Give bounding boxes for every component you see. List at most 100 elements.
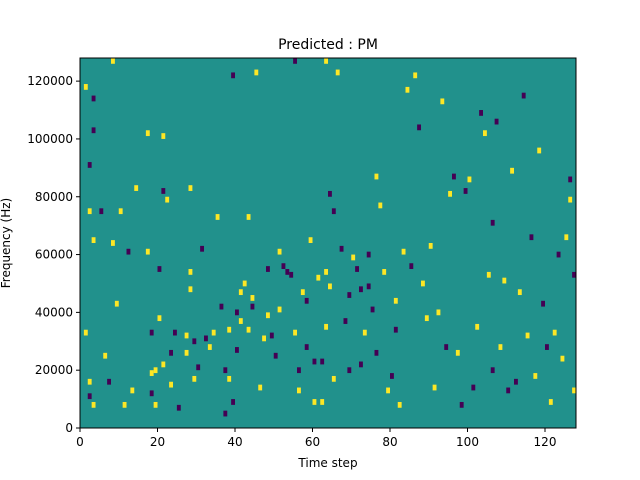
heatmap-cell xyxy=(529,234,534,241)
heatmap-cell xyxy=(91,95,96,102)
heatmap-cell xyxy=(289,271,294,278)
heatmap-cell xyxy=(153,401,158,408)
heatmap-cell xyxy=(552,329,557,336)
heatmap-cell xyxy=(316,274,321,281)
heatmap-cell xyxy=(266,266,270,272)
heatmap-cell xyxy=(188,286,193,293)
heatmap-cell xyxy=(235,309,239,316)
heatmap-cell xyxy=(111,58,115,64)
heatmap-cell xyxy=(386,387,391,394)
heatmap-cell xyxy=(145,248,150,255)
heatmap-cell xyxy=(397,401,402,408)
x-tick-label: 0 xyxy=(76,435,84,449)
y-tick-label: 40000 xyxy=(35,305,73,319)
heatmap-cell xyxy=(479,110,484,116)
heatmap-cell xyxy=(324,269,329,275)
heatmap-cell xyxy=(188,185,193,191)
heatmap-cell xyxy=(238,318,243,324)
heatmap-cell xyxy=(568,176,573,183)
heatmap-cell xyxy=(417,124,422,131)
plot-frame xyxy=(79,57,577,429)
heatmap-cell xyxy=(440,98,445,105)
heatmap-cell xyxy=(238,289,243,296)
heatmap-cell xyxy=(169,349,174,356)
heatmap-cell xyxy=(568,196,573,203)
heatmap-cell xyxy=(459,401,464,408)
heatmap-cell xyxy=(475,323,480,330)
heatmap-cell xyxy=(537,147,542,154)
heatmap-cell xyxy=(297,367,301,374)
heatmap-cell xyxy=(223,410,228,417)
heatmap-cell xyxy=(312,358,317,365)
y-tick-label: 20000 xyxy=(35,363,73,377)
heatmap-cell xyxy=(405,86,410,93)
chart-title: Predicted : PM xyxy=(278,37,378,53)
heatmap-cell xyxy=(545,344,549,350)
heatmap-cell xyxy=(83,84,88,90)
heatmap-cell xyxy=(366,251,371,258)
x-tick-label: 80 xyxy=(382,435,397,449)
heatmap-cell xyxy=(157,315,162,322)
heatmap-cell xyxy=(355,266,360,272)
heatmap-cell xyxy=(204,335,208,342)
heatmap-cell xyxy=(393,326,398,333)
plot-area xyxy=(79,57,577,429)
heatmap-cell xyxy=(343,318,348,324)
heatmap-cell xyxy=(506,387,511,394)
heatmap-cell xyxy=(370,306,375,313)
heatmap-cell xyxy=(192,338,197,345)
heatmap-cell xyxy=(312,399,317,405)
heatmap-cell xyxy=(130,387,135,394)
heatmap-cell xyxy=(293,58,298,64)
heatmap-cell xyxy=(176,404,181,411)
heatmap-cell xyxy=(157,266,162,272)
heatmap-cell xyxy=(390,373,394,379)
heatmap-cell xyxy=(444,344,449,350)
heatmap-cell xyxy=(126,248,131,255)
heatmap-cell xyxy=(99,208,104,215)
heatmap-cell xyxy=(378,202,383,209)
heatmap-cell xyxy=(335,69,340,76)
y-tick-label: 100000 xyxy=(27,132,73,146)
heatmap-cell xyxy=(510,167,515,174)
heatmap-cell xyxy=(486,271,491,278)
heatmap-cell xyxy=(273,352,278,359)
heatmap-cell xyxy=(366,283,371,290)
heatmap-cell xyxy=(324,323,329,330)
heatmap-cell xyxy=(281,263,286,270)
heatmap-cell xyxy=(517,289,522,296)
heatmap-cell xyxy=(242,280,247,287)
heatmap-cell xyxy=(339,245,344,252)
y-tick-label: 80000 xyxy=(35,190,73,204)
heatmap-cell xyxy=(382,269,387,275)
heatmap-cell xyxy=(362,329,367,336)
heatmap-cell xyxy=(211,329,216,336)
x-axis-ticks: 0 20 40 60 80 100 120 xyxy=(76,428,556,449)
x-tick-label: 100 xyxy=(456,435,479,449)
heatmap-cell xyxy=(83,329,88,336)
y-tick-label: 0 xyxy=(65,421,73,435)
heatmap-cell xyxy=(134,185,139,191)
heatmap-cell xyxy=(254,69,259,76)
heatmap-cell xyxy=(87,162,92,168)
heatmap-cell xyxy=(223,367,228,374)
heatmap-cell xyxy=(91,237,96,243)
heatmap-cell xyxy=(293,329,298,336)
heatmap-cell xyxy=(328,190,332,197)
heatmap-cell xyxy=(374,349,379,356)
heatmap-cell xyxy=(483,130,487,137)
heatmap-cell xyxy=(161,188,166,194)
heatmap-cell xyxy=(324,58,329,64)
heatmap-cell xyxy=(328,283,332,290)
heatmap-cell xyxy=(351,254,356,261)
heatmap-cell xyxy=(277,306,282,313)
heatmap-cell xyxy=(502,277,507,284)
heatmap-cell xyxy=(436,309,441,316)
heatmap-cell xyxy=(227,375,232,382)
heatmap-cell xyxy=(421,280,425,287)
heatmap-cell xyxy=(184,332,189,339)
heatmap-cell xyxy=(331,208,336,215)
heatmap-cell xyxy=(560,355,565,362)
heatmap-cell xyxy=(235,347,239,353)
